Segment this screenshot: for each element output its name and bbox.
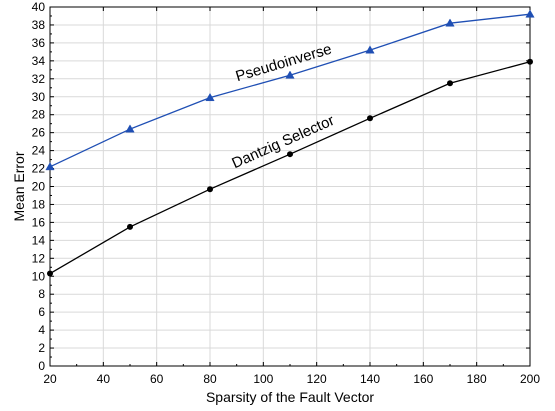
x-axis-label: Sparsity of the Fault Vector (206, 389, 374, 405)
y-tick-label: 32 (32, 72, 46, 86)
data-point-circle (207, 186, 213, 193)
y-tick-label: 16 (32, 215, 46, 229)
data-point-triangle (125, 124, 135, 133)
y-axis-label: Mean Error (11, 151, 27, 221)
x-tick-label: 180 (467, 372, 487, 386)
x-tick-label: 40 (97, 372, 111, 386)
y-tick-label: 18 (32, 197, 46, 211)
y-tick-label: 40 (32, 0, 46, 14)
y-tick-label: 28 (32, 108, 46, 122)
data-point-circle (127, 223, 133, 230)
y-tick-label: 6 (38, 305, 45, 319)
y-tick-label: 8 (38, 287, 45, 301)
y-tick-label: 36 (32, 36, 46, 50)
y-tick-label: 20 (32, 180, 46, 194)
x-tick-label: 200 (520, 372, 540, 386)
x-tick-label: 100 (253, 372, 273, 386)
data-point-circle (527, 58, 533, 65)
data-point-triangle (285, 70, 295, 79)
series-line-1 (49, 61, 531, 275)
series-group (45, 9, 535, 277)
x-tick-label: 20 (43, 372, 57, 386)
y-tick-label: 24 (32, 144, 46, 158)
x-tick-label: 160 (413, 372, 433, 386)
y-tick-label: 22 (32, 162, 46, 176)
data-point-triangle (205, 92, 215, 102)
data-point-triangle (445, 18, 455, 27)
y-tick-label: 12 (32, 251, 46, 265)
y-tick-label: 10 (32, 269, 46, 283)
data-point-triangle (45, 162, 55, 171)
x-tick-label: 120 (307, 372, 327, 386)
y-tick-label: 4 (38, 323, 45, 337)
data-point-circle (447, 80, 453, 87)
x-tick-label: 140 (360, 372, 380, 386)
data-point-circle (367, 115, 373, 122)
data-point-triangle (525, 9, 535, 18)
y-tick-label: 38 (32, 18, 46, 32)
y-tick-label: 0 (38, 359, 45, 373)
x-tick-label: 60 (150, 372, 164, 386)
annotation-label: Dantzig Selector (229, 112, 337, 172)
y-tick-label: 14 (32, 233, 46, 247)
y-tick-label: 30 (32, 90, 46, 104)
data-point-triangle (365, 45, 375, 54)
data-point-circle (287, 151, 293, 158)
data-point-circle (47, 270, 53, 277)
y-tick-label: 26 (32, 126, 46, 140)
y-tick-label: 34 (32, 54, 46, 68)
x-tick-label: 80 (203, 372, 217, 386)
y-tick-label: 2 (38, 341, 45, 355)
